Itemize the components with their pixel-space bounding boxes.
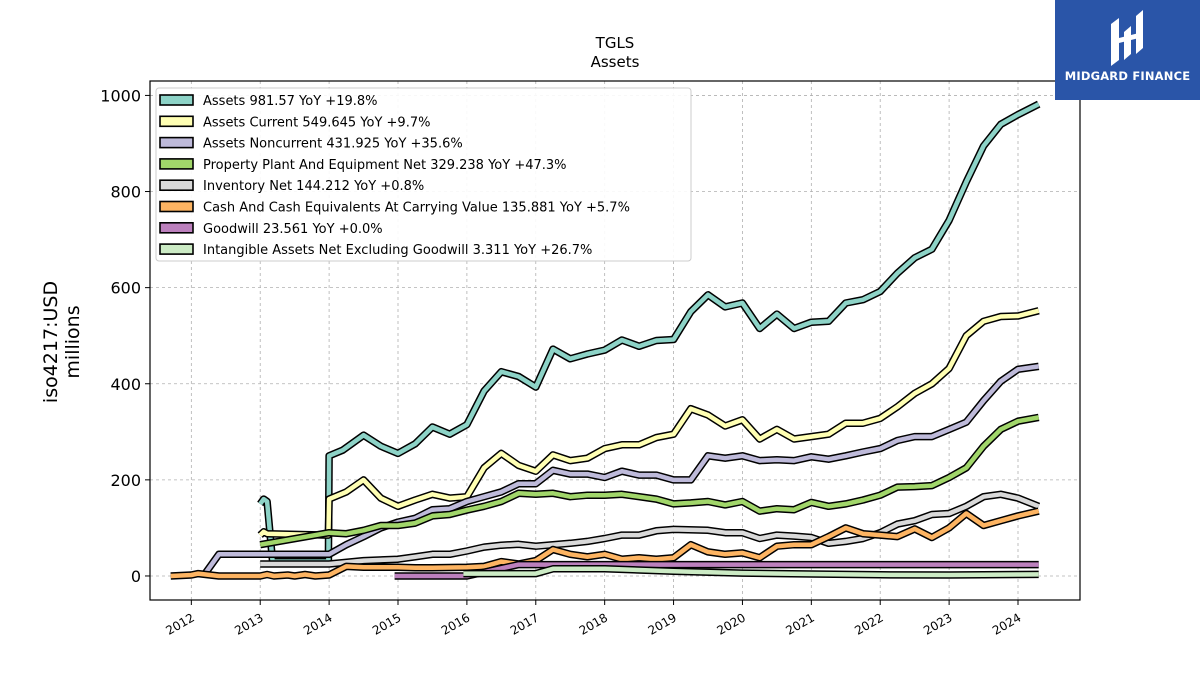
y-tick-label: 200 bbox=[110, 471, 141, 490]
series-assets bbox=[257, 100, 1041, 566]
legend-label: Assets Current 549.645 YoY +9.7% bbox=[203, 115, 430, 130]
brand-logo: MIDGARD FINANCE bbox=[1055, 0, 1200, 100]
x-tick-label: 2016 bbox=[439, 610, 472, 637]
plot-frame bbox=[149, 80, 1081, 601]
y-tick-label: 400 bbox=[110, 375, 141, 394]
x-tick-label: 2017 bbox=[508, 610, 541, 637]
legend-label: Goodwill 23.561 YoY +0.0% bbox=[203, 222, 383, 237]
legend-swatch bbox=[159, 115, 194, 128]
y-axis-label-line2: millions bbox=[62, 305, 84, 378]
x-tick-label: 2014 bbox=[301, 610, 334, 637]
x-tick-label: 2023 bbox=[921, 610, 954, 637]
x-tick-label: 2015 bbox=[370, 610, 403, 637]
brand-name: MIDGARD FINANCE bbox=[1064, 69, 1191, 83]
legend-swatch bbox=[159, 243, 194, 255]
legend-swatch bbox=[159, 222, 194, 234]
series-layer bbox=[170, 100, 1041, 580]
y-tick-label: 800 bbox=[110, 183, 141, 202]
x-tick-label: 2013 bbox=[232, 610, 265, 637]
legend-label: Cash And Cash Equivalents At Carrying Va… bbox=[203, 201, 630, 216]
legend-swatch bbox=[159, 94, 194, 106]
legend-label: Assets 981.57 YoY +19.8% bbox=[203, 94, 378, 109]
series-inventory-net bbox=[260, 490, 1041, 568]
y-tick-label: 1000 bbox=[100, 86, 141, 105]
chart-subtitle: Assets bbox=[591, 53, 640, 71]
series-line bbox=[260, 492, 1040, 567]
chart-title: TGLS bbox=[595, 34, 635, 52]
x-tick-label: 2018 bbox=[577, 610, 610, 637]
midgard-logo-icon bbox=[1111, 10, 1143, 66]
y-axis-label-line1: iso4217:USD bbox=[40, 281, 62, 403]
legend: Assets 981.57 YoY +19.8% Assets Current 5… bbox=[155, 87, 692, 262]
series-property-plant-and-equipment-net bbox=[259, 413, 1040, 549]
y-tick-label: 0 bbox=[131, 567, 141, 586]
legend-box bbox=[155, 87, 692, 262]
x-tick-label: 2021 bbox=[783, 610, 816, 637]
series-line bbox=[170, 508, 1040, 579]
legend-label: Property Plant And Equipment Net 329.238… bbox=[203, 158, 567, 173]
series-line bbox=[203, 364, 1040, 575]
series-intangible-assets-net-excluding-goodwill bbox=[463, 565, 1039, 579]
x-tick-label: 2019 bbox=[646, 610, 679, 637]
legend-swatch bbox=[159, 136, 194, 149]
legend-swatch bbox=[159, 158, 194, 170]
series-assets-noncurrent bbox=[202, 362, 1040, 576]
x-tick-label: 2020 bbox=[714, 610, 747, 637]
series-assets-current bbox=[257, 307, 1040, 539]
x-tick-label: 2022 bbox=[852, 610, 885, 637]
series-line bbox=[258, 308, 1040, 538]
y-tick-label: 600 bbox=[110, 279, 141, 298]
x-tick-label: 2024 bbox=[990, 610, 1023, 637]
legend-swatch bbox=[159, 200, 194, 213]
legend-label: Inventory Net 144.212 YoY +0.8% bbox=[203, 179, 424, 194]
series-line bbox=[463, 566, 1039, 578]
series-cash-and-cash-equivalents-at-carrying-value bbox=[170, 507, 1040, 580]
x-tick-label: 2012 bbox=[163, 610, 196, 637]
series-line bbox=[258, 102, 1040, 564]
legend-label: Intangible Assets Net Excluding Goodwill… bbox=[203, 243, 592, 258]
legend-label: Assets Noncurrent 431.925 YoY +35.6% bbox=[203, 137, 463, 152]
series-line bbox=[259, 415, 1040, 547]
legend-swatch bbox=[159, 179, 194, 191]
